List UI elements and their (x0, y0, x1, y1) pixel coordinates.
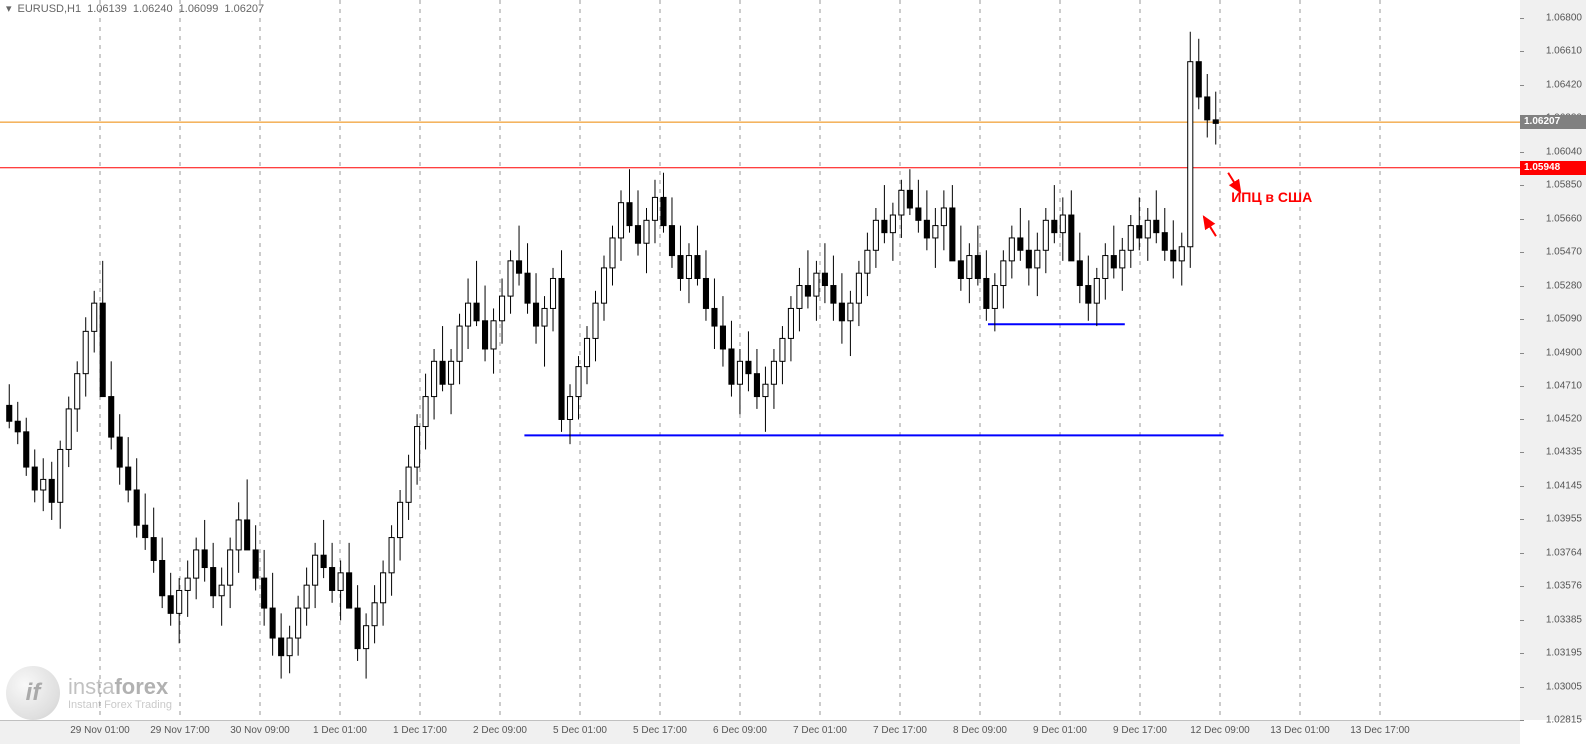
y-tick-label: 1.05470 (1546, 247, 1582, 258)
ohlc-high: 1.06240 (133, 3, 173, 15)
watermark-name-b: forex (114, 674, 168, 699)
x-tick-label: 30 Nov 09:00 (230, 725, 290, 736)
y-tick-label: 1.03195 (1546, 648, 1582, 659)
watermark-name-a: insta (68, 674, 114, 699)
x-tick-label: 1 Dec 01:00 (313, 725, 367, 736)
x-tick-label: 6 Dec 09:00 (713, 725, 767, 736)
y-tick-label: 1.02815 (1546, 715, 1582, 726)
annotation-cpi-usa: ИПЦ в США (1231, 189, 1312, 205)
y-tick-label: 1.05280 (1546, 280, 1582, 291)
x-tick-label: 1 Dec 17:00 (393, 725, 447, 736)
y-tick-label: 1.05660 (1546, 213, 1582, 224)
ohlc-low: 1.06099 (179, 3, 219, 15)
price-tag: 1.05948 (1520, 161, 1586, 175)
x-tick-label: 7 Dec 17:00 (873, 725, 927, 736)
y-tick-label: 1.04900 (1546, 347, 1582, 358)
x-tick-label: 9 Dec 01:00 (1033, 725, 1087, 736)
y-tick-label: 1.04335 (1546, 447, 1582, 458)
watermark-logo-icon (6, 666, 60, 720)
ohlc-close: 1.06207 (224, 3, 264, 15)
y-tick-label: 1.06040 (1546, 146, 1582, 157)
y-tick-label: 1.04520 (1546, 414, 1582, 425)
ohlc-open: 1.06139 (87, 3, 127, 15)
y-tick-label: 1.03005 (1546, 681, 1582, 692)
watermark-tagline: Instant Forex Trading (68, 700, 172, 711)
x-tick-label: 2 Dec 09:00 (473, 725, 527, 736)
time-axis: 29 Nov 01:00 29 Nov 17:00 30 Nov 09:00 1 De… (0, 720, 1520, 744)
vertical-gridlines (0, 0, 1520, 720)
y-tick-label: 1.06800 (1546, 12, 1582, 23)
candlestick-series (0, 0, 1520, 720)
price-axis: 1.068001.066101.064201.062301.060401.059… (1520, 0, 1586, 720)
x-tick-label: 8 Dec 09:00 (953, 725, 1007, 736)
y-tick-label: 1.06610 (1546, 46, 1582, 57)
chart-title: ▾ EURUSD,H1 1.06139 1.06240 1.06099 1.06… (6, 2, 264, 15)
watermark: instaforex Instant Forex Trading (6, 666, 172, 720)
y-tick-label: 1.03764 (1546, 547, 1582, 558)
y-tick-label: 1.06420 (1546, 79, 1582, 90)
y-tick-label: 1.05090 (1546, 314, 1582, 325)
price-tag: 1.06207 (1520, 115, 1586, 129)
y-tick-label: 1.05850 (1546, 180, 1582, 191)
x-tick-label: 29 Nov 01:00 (70, 725, 130, 736)
chart-plot-area[interactable]: ▾ EURUSD,H1 1.06139 1.06240 1.06099 1.06… (0, 0, 1521, 720)
x-tick-label: 5 Dec 01:00 (553, 725, 607, 736)
pair-timeframe: EURUSD,H1 (18, 3, 82, 15)
x-tick-label: 13 Dec 17:00 (1350, 725, 1410, 736)
y-tick-label: 1.04145 (1546, 480, 1582, 491)
y-tick-label: 1.03955 (1546, 514, 1582, 525)
x-tick-label: 9 Dec 17:00 (1113, 725, 1167, 736)
y-tick-label: 1.03385 (1546, 614, 1582, 625)
y-tick-label: 1.03576 (1546, 580, 1582, 591)
y-tick-label: 1.04710 (1546, 380, 1582, 391)
x-tick-label: 12 Dec 09:00 (1190, 725, 1250, 736)
x-tick-label: 7 Dec 01:00 (793, 725, 847, 736)
x-tick-label: 29 Nov 17:00 (150, 725, 210, 736)
x-tick-label: 13 Dec 01:00 (1270, 725, 1330, 736)
x-tick-label: 5 Dec 17:00 (633, 725, 687, 736)
horizontal-lines (0, 0, 1520, 720)
annotation-arrows (0, 0, 1520, 720)
